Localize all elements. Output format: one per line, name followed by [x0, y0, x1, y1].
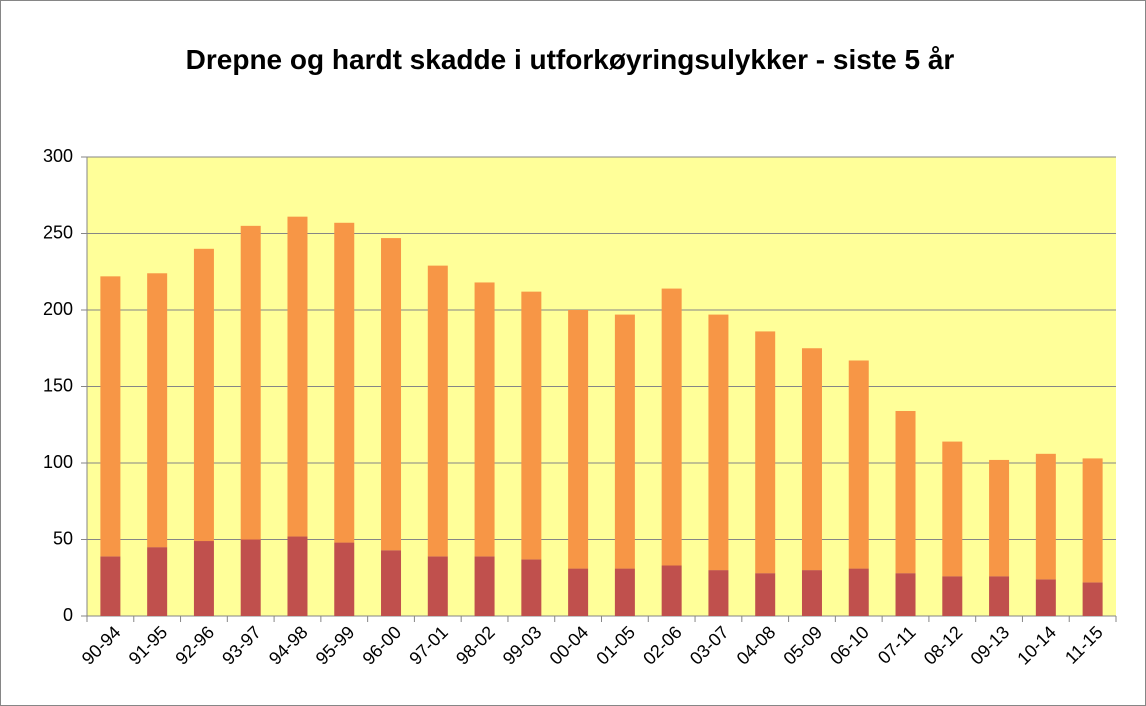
y-tick-label: 150: [43, 375, 73, 395]
bar-segment: [147, 547, 168, 616]
bar-segment: [801, 348, 822, 571]
bar-segment: [381, 550, 402, 616]
bar-segment: [708, 570, 729, 616]
bar-segment: [287, 216, 308, 537]
bar-segment: [661, 288, 682, 566]
bar-segment: [661, 565, 682, 616]
bar-segment: [755, 331, 776, 574]
bar-segment: [100, 276, 121, 557]
bar-segment: [193, 541, 214, 616]
bar-segment: [568, 568, 589, 616]
bar-segment: [614, 568, 635, 616]
bar-segment: [334, 222, 355, 543]
bar-segment: [1035, 579, 1056, 616]
bar-segment: [521, 291, 542, 560]
bar-segment: [568, 310, 589, 569]
bar-segment: [801, 570, 822, 616]
y-tick-label: 0: [63, 605, 73, 625]
bar-segment: [614, 314, 635, 569]
bar-segment: [755, 573, 776, 616]
bar-segment: [427, 265, 448, 557]
y-tick-label: 300: [43, 146, 73, 166]
bar-segment: [381, 238, 402, 551]
bar-segment: [895, 410, 916, 574]
y-tick-label: 200: [43, 299, 73, 319]
bar-segment: [895, 573, 916, 616]
bar-segment: [942, 441, 963, 577]
y-tick-label: 50: [53, 528, 73, 548]
chart-title: Drepne og hardt skadde i utforkøyringsul…: [185, 44, 955, 75]
bar-segment: [240, 225, 261, 540]
bar-segment: [193, 248, 214, 542]
bar-segment: [989, 576, 1010, 616]
bar-segment: [147, 273, 168, 548]
bar-segment: [1082, 458, 1103, 583]
bar-segment: [100, 556, 121, 616]
bar-segment: [942, 576, 963, 616]
bar-segment: [474, 556, 495, 616]
bar-segment: [848, 568, 869, 616]
bar-segment: [708, 314, 729, 571]
bar-segment: [287, 536, 308, 616]
y-tick-label: 100: [43, 452, 73, 472]
bar-segment: [521, 559, 542, 616]
bar-segment: [1035, 453, 1056, 580]
bar-segment: [989, 459, 1010, 577]
bar-segment: [848, 360, 869, 569]
bar-segment: [240, 539, 261, 616]
bar-segment: [334, 542, 355, 616]
y-tick-label: 250: [43, 222, 73, 242]
bar-segment: [1082, 582, 1103, 616]
bar-segment: [427, 556, 448, 616]
bar-segment: [474, 282, 495, 557]
